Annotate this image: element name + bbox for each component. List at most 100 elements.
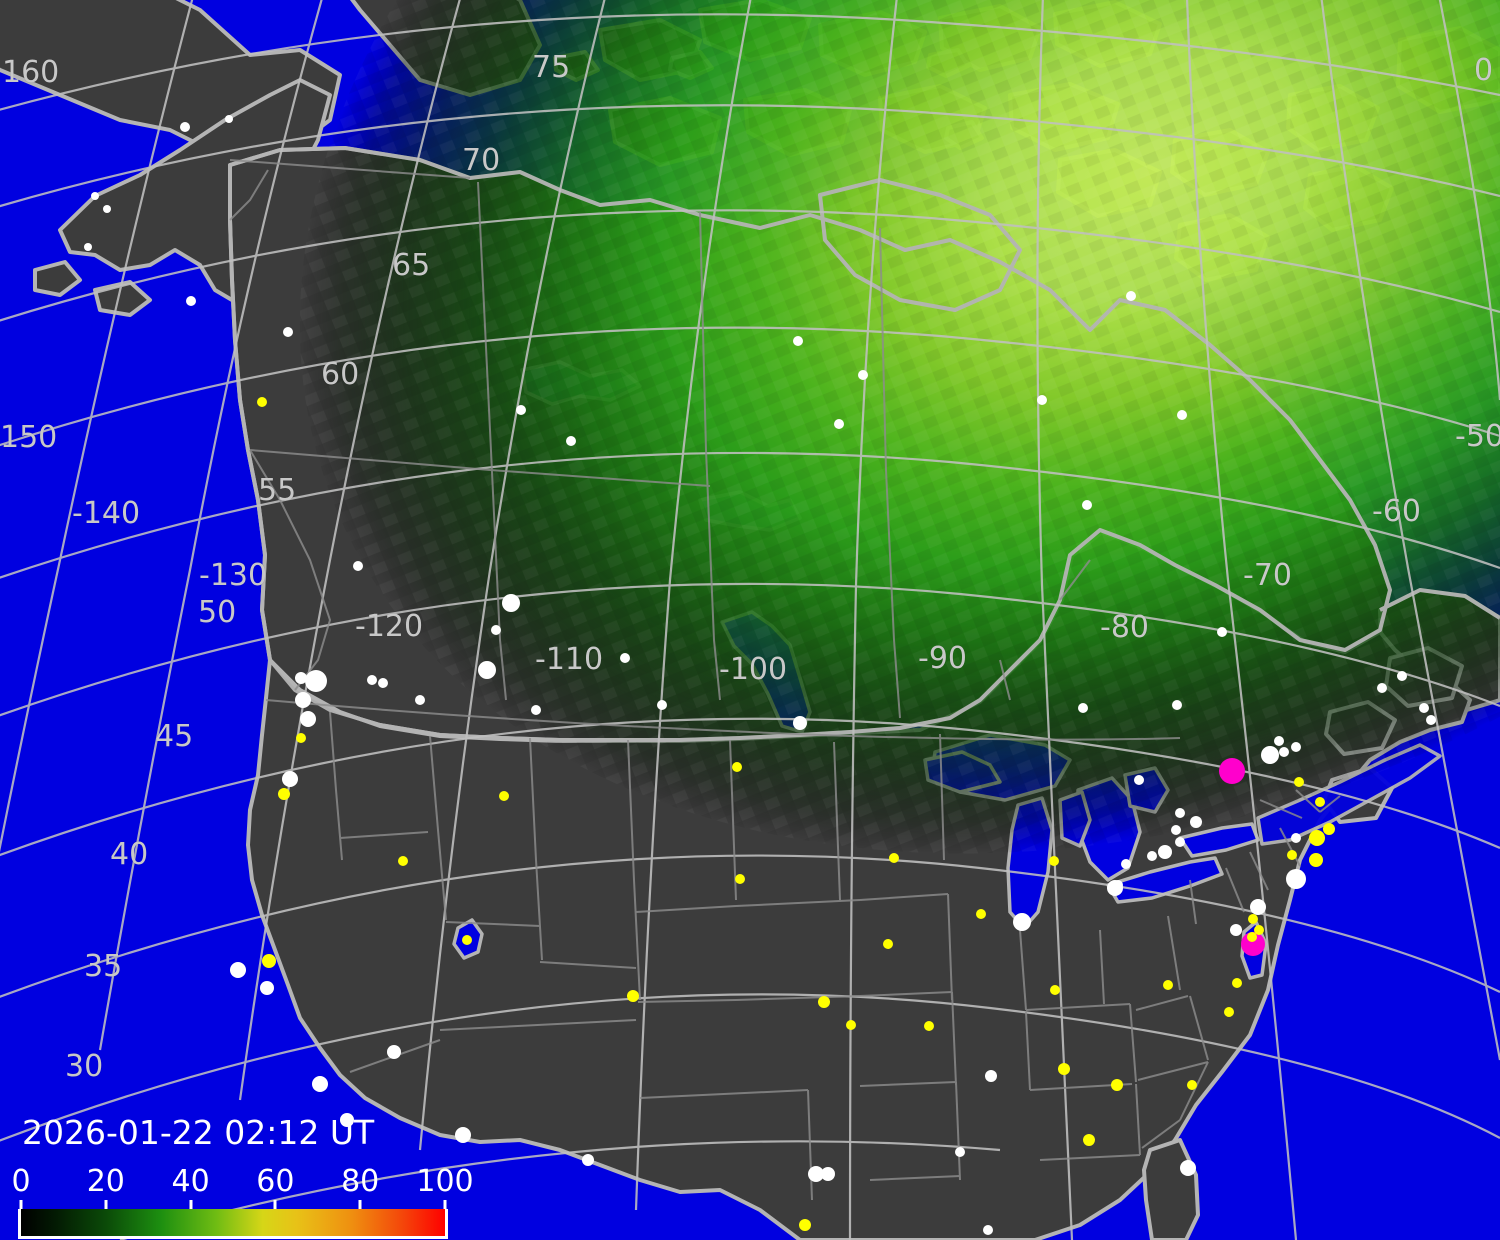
city-marker-white	[230, 962, 246, 978]
city-marker-white	[1426, 715, 1436, 725]
city-marker-white	[502, 594, 520, 612]
colorbar-tick-20	[104, 1200, 108, 1209]
city-marker-white	[1286, 869, 1306, 889]
colorbar-tick-label-40: 40	[171, 1164, 210, 1199]
city-marker-white	[620, 653, 630, 663]
city-marker-white	[1177, 410, 1187, 420]
city-marker-white	[1274, 736, 1284, 746]
city-marker-white	[180, 122, 190, 132]
city-marker-yellow	[732, 762, 742, 772]
timestamp-label: 2026-01-22 02:12 UT	[22, 1113, 375, 1152]
city-marker-white	[225, 115, 233, 123]
city-marker-white	[985, 1070, 997, 1082]
city-marker-white	[1397, 671, 1407, 681]
city-marker-white	[808, 1166, 824, 1182]
city-marker-yellow	[1224, 1007, 1234, 1017]
city-marker-white	[1291, 833, 1301, 843]
city-marker-white	[582, 1154, 594, 1166]
city-marker-yellow	[889, 853, 899, 863]
political-boundaries	[229, 159, 1341, 1201]
city-marker-white	[1082, 500, 1092, 510]
colorbar-tick-0	[19, 1200, 23, 1209]
city-marker-yellow	[278, 788, 290, 800]
city-marker-white	[1261, 746, 1279, 764]
colorbar-tick-label-60: 60	[256, 1164, 295, 1199]
city-marker-yellow	[735, 874, 745, 884]
city-marker-yellow	[1287, 850, 1297, 860]
city-marker-yellow	[627, 990, 639, 1002]
city-marker-yellow	[1248, 914, 1258, 924]
city-marker-white	[1190, 816, 1202, 828]
colorbar-tick-labels: 0 20 40 60 80 100	[11, 1164, 473, 1200]
colorbar-tick-label-100: 100	[416, 1164, 474, 1199]
city-marker-yellow	[296, 733, 306, 743]
city-marker-yellow	[499, 791, 509, 801]
colorbar-ticks	[18, 1200, 448, 1209]
city-marker-white	[1013, 913, 1031, 931]
city-marker-yellow	[846, 1020, 856, 1030]
city-marker-yellow	[1294, 777, 1304, 787]
city-marker-yellow	[799, 1219, 811, 1231]
city-marker-white	[295, 692, 311, 708]
city-marker-white	[415, 695, 425, 705]
colorbar: 0 20 40 60 80 100	[11, 1164, 474, 1239]
city-marker-white	[260, 981, 274, 995]
city-marker-white	[1419, 703, 1429, 713]
city-marker-yellow	[818, 996, 830, 1008]
city-marker-white	[295, 672, 307, 684]
city-marker-white	[186, 296, 196, 306]
city-marker-yellow	[1049, 856, 1059, 866]
city-marker-white	[282, 771, 298, 787]
city-marker-white	[1250, 899, 1266, 915]
city-marker-yellow	[257, 397, 267, 407]
colorbar-tick-label-20: 20	[86, 1164, 125, 1199]
city-marker-yellow	[262, 954, 276, 968]
city-marker-yellow	[1111, 1079, 1123, 1091]
city-marker-white	[1113, 880, 1123, 890]
city-marker-white	[983, 1225, 993, 1235]
city-marker-yellow	[1247, 932, 1257, 942]
city-marker-yellow	[1232, 978, 1242, 988]
colorbar-tick-60	[273, 1200, 277, 1209]
city-marker-white	[1291, 742, 1301, 752]
colorbar-tick-label-80: 80	[341, 1164, 380, 1199]
city-marker-white	[793, 716, 807, 730]
city-marker-white	[1037, 395, 1047, 405]
city-marker-white	[300, 711, 316, 727]
city-marker-white	[367, 675, 377, 685]
city-marker-white	[84, 243, 92, 251]
city-marker-white	[793, 336, 803, 346]
city-marker-white	[491, 625, 501, 635]
city-marker-white	[566, 436, 576, 446]
city-marker-white	[1175, 837, 1185, 847]
city-marker-yellow	[1163, 980, 1173, 990]
city-marker-yellow	[1309, 853, 1323, 867]
city-marker-yellow	[1323, 823, 1335, 835]
city-marker-white	[1078, 703, 1088, 713]
city-marker-white	[1121, 859, 1131, 869]
city-marker-white	[1279, 747, 1289, 757]
city-marker-white	[1377, 683, 1387, 693]
city-marker-yellow	[1187, 1080, 1197, 1090]
city-marker-white	[312, 1076, 328, 1092]
city-marker-white	[1158, 845, 1172, 859]
city-marker-white	[378, 678, 388, 688]
aurora-oval-overlay	[299, 0, 1500, 854]
city-marker-white	[821, 1167, 835, 1181]
city-marker-white	[531, 705, 541, 715]
city-marker-white	[305, 670, 327, 692]
city-marker-white	[1147, 851, 1157, 861]
colorbar-tick-40	[189, 1200, 193, 1209]
city-marker-yellow	[1254, 925, 1264, 935]
city-marker-white	[858, 370, 868, 380]
city-marker-white	[103, 205, 111, 213]
city-marker-magenta	[1219, 758, 1245, 784]
city-marker-yellow	[1309, 830, 1325, 846]
colorbar-tick-80	[358, 1200, 362, 1209]
city-marker-white	[1175, 808, 1185, 818]
city-marker-white	[1217, 627, 1227, 637]
